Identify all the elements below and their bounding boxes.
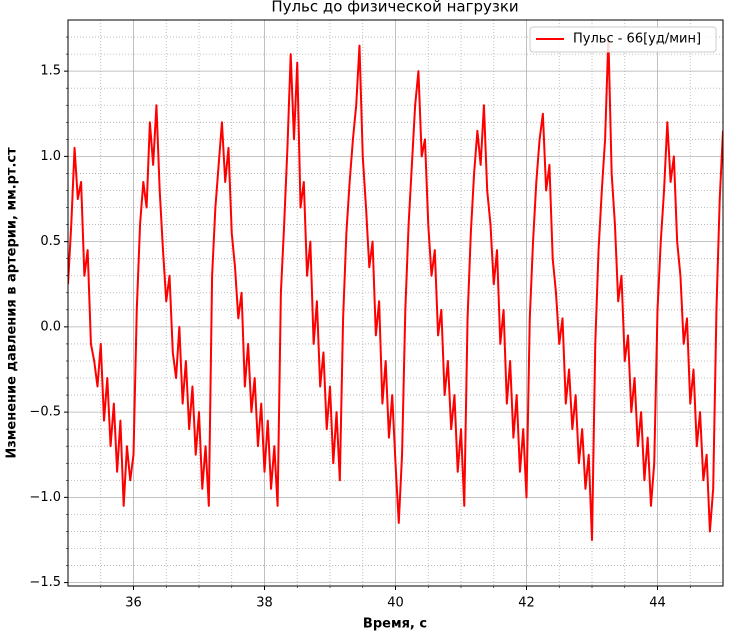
legend-box <box>529 26 717 53</box>
y-tick-label: 1.5 <box>40 64 61 79</box>
y-tick-label: −0.5 <box>29 405 61 420</box>
y-tick-label: −1.0 <box>29 490 61 505</box>
x-tick-label: 44 <box>649 596 666 611</box>
x-tick-label: 36 <box>125 596 142 611</box>
y-tick-label: 1.0 <box>40 149 61 164</box>
x-axis-label: Время, с <box>363 617 427 632</box>
data-line <box>68 36 723 541</box>
chart-title: Пульс до физической нагрузки <box>271 0 518 16</box>
x-tick-label: 40 <box>387 596 404 611</box>
plot-frame <box>67 19 724 587</box>
legend-label: Пульс - 66[уд/мин] <box>573 32 701 47</box>
x-tick-label: 42 <box>518 596 535 611</box>
y-axis-label: Изменение давления в артерии, мм.рт.ст <box>5 147 20 459</box>
y-tick-label: −1.5 <box>29 575 61 590</box>
x-tick-label: 38 <box>256 596 273 611</box>
y-tick-label: 0.0 <box>40 319 61 334</box>
y-tick-label: 0.5 <box>40 234 61 249</box>
